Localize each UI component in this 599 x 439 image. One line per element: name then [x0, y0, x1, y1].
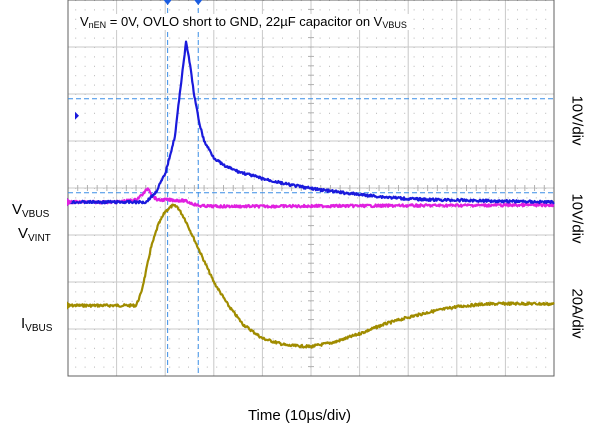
title-tail-sub: VBUS [382, 20, 407, 30]
title-v-sub: nEN [88, 20, 107, 30]
label-ivbus: IVBUS [21, 315, 52, 334]
scale-vvbus: 10V/div [568, 95, 586, 146]
title-v-prefix: V [80, 14, 89, 29]
label-vvint-sub: VINT [28, 233, 51, 244]
trigger-marker [75, 111, 79, 120]
trace-vvbus [67, 40, 555, 205]
ground-marker-ivbus [67, 301, 72, 310]
label-ivbus-base: I [21, 315, 26, 332]
cursor-marker [194, 0, 203, 5]
scale-ivbus: 20A/div [568, 288, 586, 339]
cursor-marker [163, 0, 172, 5]
trace-ivbus [67, 203, 555, 349]
channel-markers [67, 111, 79, 310]
label-vvint: VVINT [18, 225, 51, 244]
label-vvbus-sub: VBUS [22, 209, 50, 220]
scale-vvint: 10V/div [568, 193, 586, 244]
title-middle: = 0V, OVLO short to GND, 22µF capacitor … [106, 14, 383, 29]
trace-vvint [67, 187, 555, 209]
trace-group [67, 40, 555, 349]
plot-grid [67, 0, 555, 377]
x-axis-label: Time (10µs/div) [247, 407, 352, 424]
label-vvbus-base: V [12, 201, 23, 218]
chart-title: VnEN = 0V, OVLO short to GND, 22µF capac… [78, 14, 409, 30]
ground-marker-vvint [67, 198, 72, 207]
plot-border [67, 0, 555, 377]
label-vvint-base: V [18, 225, 29, 242]
label-vvbus: VVBUS [12, 201, 49, 220]
label-ivbus-sub: VBUS [25, 323, 53, 334]
